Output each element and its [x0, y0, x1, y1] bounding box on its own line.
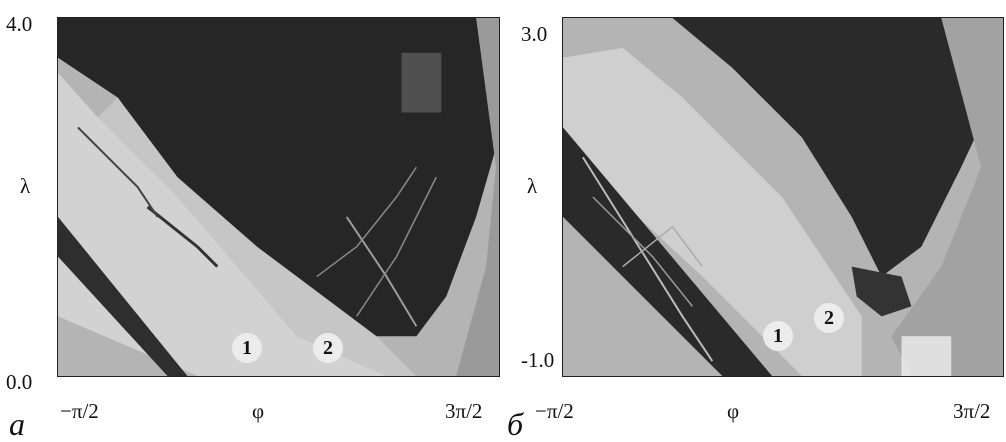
vein	[316, 166, 417, 278]
x-axis-label: φ	[252, 399, 265, 423]
x-right-tick: 3π/2	[445, 399, 483, 423]
y-top-tick: 4.0	[6, 12, 33, 36]
basin-map-a-svg	[58, 18, 499, 376]
vein	[345, 216, 418, 327]
right-band	[891, 18, 1003, 376]
x-right-tick: 3π/2	[953, 399, 991, 423]
streak	[146, 205, 219, 268]
x-left-tick: −π/2	[535, 399, 574, 423]
dark-basin	[672, 18, 1003, 277]
panel-sublabel: a	[9, 406, 25, 442]
dark-lobe	[851, 266, 912, 317]
speckle-patch	[901, 336, 952, 376]
panel-a: 4.0 λ 0.0 −π/2 φ 3π/2 a 1 2	[0, 0, 503, 442]
region-label-2: 2	[313, 333, 343, 363]
y-bottom-tick: 0.0	[6, 370, 33, 394]
y-axis-label: λ	[20, 174, 31, 198]
region-label-2: 2	[814, 303, 844, 333]
vein	[582, 156, 714, 362]
region-label-1: 1	[232, 333, 262, 363]
y-bottom-tick: -1.0	[521, 348, 555, 372]
basin-map-a	[57, 17, 500, 377]
right-band	[456, 18, 499, 376]
panel-sublabel: б	[507, 406, 524, 442]
vein	[622, 225, 703, 268]
basin-map-b	[562, 17, 1004, 377]
basin-map-b-svg	[563, 18, 1003, 376]
streak	[77, 126, 159, 218]
y-axis-label: λ	[527, 174, 538, 198]
x-axis-label: φ	[727, 399, 740, 423]
region-1-light	[58, 72, 387, 376]
vein	[356, 176, 437, 317]
dark-basin	[58, 18, 499, 337]
vein	[592, 196, 693, 307]
panel-b: 3.0 λ -1.0 −π/2 φ 3π/2 б 1 2	[503, 0, 1006, 442]
speckle-patch	[401, 52, 442, 113]
x-left-tick: −π/2	[60, 399, 99, 423]
region-1-light	[563, 47, 862, 376]
y-top-tick: 3.0	[521, 22, 548, 46]
region-label-1: 1	[763, 321, 793, 351]
